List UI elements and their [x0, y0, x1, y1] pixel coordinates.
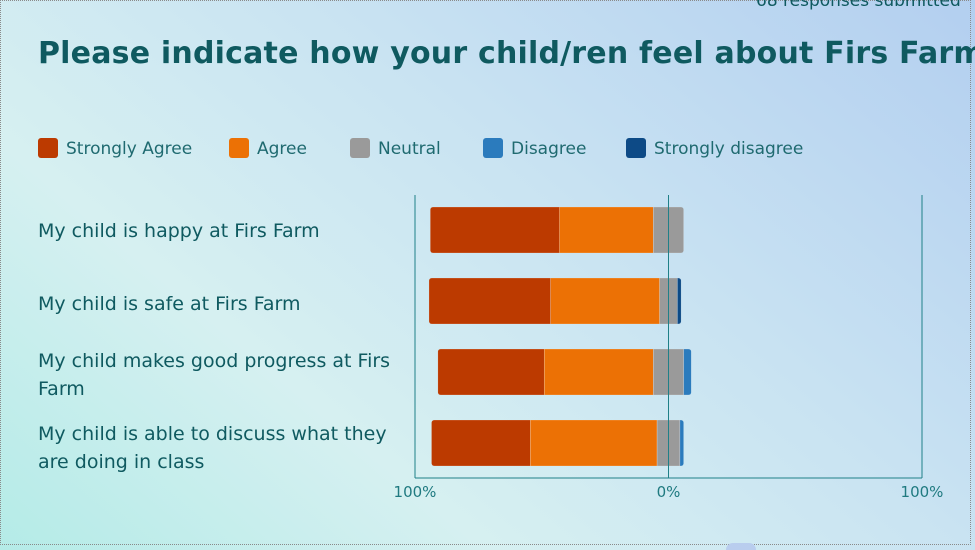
chart-title: Please indicate how your child/ren feel …	[38, 36, 975, 71]
bar-segment-agree-2[interactable]	[543, 349, 654, 395]
bar-segment-disagree-3[interactable]	[679, 420, 684, 466]
bar-segment-strongly-agree-3[interactable]	[431, 420, 531, 466]
x-tick-label-2: 100%	[901, 483, 944, 501]
legend-swatch-strongly-agree	[38, 138, 58, 158]
bar-segment-strongly-agree-0[interactable]	[430, 207, 560, 253]
row-label-discuss: My child is able to discuss what they ar…	[38, 423, 387, 473]
corner-decoration	[726, 543, 756, 550]
bar-segment-strongly-agree-1[interactable]	[428, 278, 551, 324]
bar-row-2	[437, 349, 692, 395]
bar-segment-agree-3[interactable]	[530, 420, 658, 466]
legend-swatch-strongly-disagree	[626, 138, 646, 158]
bar-segment-strongly-agree-2[interactable]	[437, 349, 545, 395]
responses-count: 68 responses submitted	[756, 0, 961, 11]
legend-label-neutral: Neutral	[378, 139, 441, 159]
bar-row-0	[430, 207, 684, 253]
bar-segment-agree-1[interactable]	[550, 278, 660, 324]
legend-label-strongly-disagree: Strongly disagree	[654, 139, 804, 159]
bar-row-3	[431, 420, 684, 466]
x-tick-label-1: 0%	[657, 483, 681, 501]
legend-swatch-neutral	[350, 138, 370, 158]
x-tick-label-0: 100%	[394, 483, 437, 501]
bar-segment-disagree-2[interactable]	[683, 349, 692, 395]
legend-label-strongly-agree: Strongly Agree	[66, 139, 193, 159]
legend-swatch-agree	[229, 138, 249, 158]
bar-row-1	[428, 278, 682, 324]
bar-segment-agree-0[interactable]	[559, 207, 654, 253]
legend-label-disagree: Disagree	[511, 139, 587, 159]
row-label-happy: My child is happy at Firs Farm	[38, 220, 320, 242]
bar-segment-strongly-disagree-1[interactable]	[677, 278, 682, 324]
row-label-progress: My child makes good progress at Firs Far…	[38, 350, 391, 400]
legend-label-agree: Agree	[257, 139, 307, 159]
legend-swatch-disagree	[483, 138, 503, 158]
row-label-safe: My child is safe at Firs Farm	[38, 293, 301, 315]
